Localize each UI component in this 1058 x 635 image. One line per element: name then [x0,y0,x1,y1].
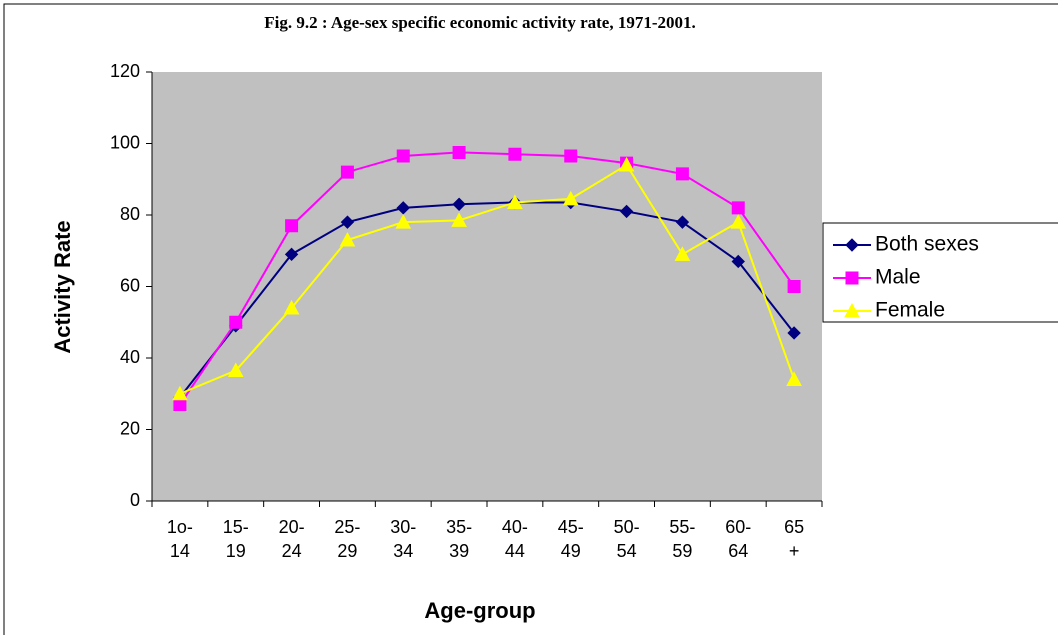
data-point [618,156,635,172]
data-point [507,194,523,209]
legend-label: Both sexes [875,233,979,256]
data-point [339,231,356,247]
x-tick-label: 50- 54 [613,517,640,561]
y-tick-label: 100 [110,132,140,152]
data-point [283,299,300,315]
data-point [172,385,188,401]
plot-area [152,72,822,501]
data-point [340,215,355,229]
legend-label: Female [875,299,945,322]
y-axis-label: Activity Rate [50,220,75,353]
data-point [674,246,691,261]
data-point [173,397,187,411]
data-point [452,145,466,159]
legend-marker [845,271,859,285]
data-point [396,201,410,215]
y-tick-label: 60 [120,275,140,295]
data-point [731,254,745,269]
series-line [179,151,795,406]
data-point [229,315,243,329]
data-point [340,165,354,179]
x-tick-label: 55- 59 [669,517,696,561]
data-point [787,326,801,340]
data-point [731,201,745,215]
data-point [786,371,802,386]
chart-title: Fig. 9.2 : Age-sex specific economic act… [264,13,696,32]
data-point [452,197,466,211]
legend-marker [844,302,860,318]
data-point [395,214,412,229]
x-tick-label: 40- 44 [501,517,528,561]
x-tick-label: 65 + [784,517,805,561]
data-point [396,149,410,163]
y-tick-label: 0 [130,490,140,510]
legend-label: Male [875,266,921,289]
x-tick-label: 25- 29 [334,517,361,561]
data-point [787,280,801,293]
data-point [564,149,578,163]
x-tick-label: 15- 19 [222,517,249,561]
x-tick-label: 60- 64 [725,517,752,561]
x-tick-label: 35- 39 [446,517,473,561]
data-point [227,362,244,378]
data-point [619,204,634,219]
data-point [730,214,747,229]
y-tick-label: 80 [120,204,140,224]
y-tick-label: 120 [110,61,140,81]
x-tick-label: 30- 34 [390,517,417,561]
x-tick-label: 20- 24 [278,517,305,561]
y-tick-label: 20 [120,418,140,438]
data-point [451,212,467,227]
x-axis-label: Age-group [424,598,535,623]
data-point [675,215,690,229]
data-point [284,247,299,262]
legend-marker [845,238,859,252]
data-point [562,190,579,206]
data-point [508,147,522,161]
legend-box [822,222,1058,323]
series-line [179,201,795,398]
y-tick-label: 40 [120,347,140,367]
data-point [675,167,689,181]
x-tick-label: 1o- 14 [166,517,193,561]
x-tick-label: 45- 49 [557,517,584,561]
data-point [285,219,299,233]
series-line [179,163,796,395]
